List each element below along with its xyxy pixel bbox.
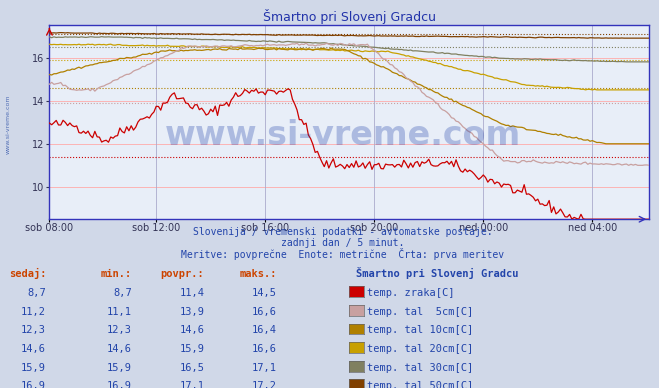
Text: temp. tal 10cm[C]: temp. tal 10cm[C] bbox=[367, 325, 473, 335]
Text: 16,9: 16,9 bbox=[107, 381, 132, 388]
Text: Meritve: povprečne  Enote: metrične  Črta: prva meritev: Meritve: povprečne Enote: metrične Črta:… bbox=[181, 248, 504, 260]
Text: temp. tal 30cm[C]: temp. tal 30cm[C] bbox=[367, 362, 473, 372]
Text: maks.:: maks.: bbox=[239, 269, 277, 279]
Title: Šmartno pri Slovenj Gradcu: Šmartno pri Slovenj Gradcu bbox=[263, 9, 436, 24]
Text: 14,6: 14,6 bbox=[107, 344, 132, 354]
Text: sedaj:: sedaj: bbox=[9, 268, 46, 279]
Text: 8,7: 8,7 bbox=[28, 288, 46, 298]
Text: 16,4: 16,4 bbox=[252, 325, 277, 335]
Text: 8,7: 8,7 bbox=[113, 288, 132, 298]
Text: zadnji dan / 5 minut.: zadnji dan / 5 minut. bbox=[281, 238, 405, 248]
Text: 17,1: 17,1 bbox=[179, 381, 204, 388]
Text: 12,3: 12,3 bbox=[107, 325, 132, 335]
Text: 14,6: 14,6 bbox=[21, 344, 46, 354]
Text: temp. tal  5cm[C]: temp. tal 5cm[C] bbox=[367, 307, 473, 317]
Text: 15,9: 15,9 bbox=[107, 362, 132, 372]
Text: 13,9: 13,9 bbox=[179, 307, 204, 317]
Text: temp. tal 20cm[C]: temp. tal 20cm[C] bbox=[367, 344, 473, 354]
Text: Šmartno pri Slovenj Gradcu: Šmartno pri Slovenj Gradcu bbox=[356, 267, 519, 279]
Text: 16,9: 16,9 bbox=[21, 381, 46, 388]
Text: 16,5: 16,5 bbox=[179, 362, 204, 372]
Text: 16,6: 16,6 bbox=[252, 344, 277, 354]
Text: 16,6: 16,6 bbox=[252, 307, 277, 317]
Text: 11,4: 11,4 bbox=[179, 288, 204, 298]
Text: min.:: min.: bbox=[101, 269, 132, 279]
Text: 17,2: 17,2 bbox=[252, 381, 277, 388]
Text: 11,2: 11,2 bbox=[21, 307, 46, 317]
Text: www.si-vreme.com: www.si-vreme.com bbox=[5, 94, 11, 154]
Text: 17,1: 17,1 bbox=[252, 362, 277, 372]
Text: 14,5: 14,5 bbox=[252, 288, 277, 298]
Text: 14,6: 14,6 bbox=[179, 325, 204, 335]
Text: povpr.:: povpr.: bbox=[161, 269, 204, 279]
Text: 15,9: 15,9 bbox=[21, 362, 46, 372]
Text: temp. zraka[C]: temp. zraka[C] bbox=[367, 288, 455, 298]
Text: www.si-vreme.com: www.si-vreme.com bbox=[165, 119, 521, 152]
Text: Slovenija / vremenski podatki - avtomatske postaje.: Slovenija / vremenski podatki - avtomats… bbox=[193, 227, 492, 237]
Text: 11,1: 11,1 bbox=[107, 307, 132, 317]
Text: temp. tal 50cm[C]: temp. tal 50cm[C] bbox=[367, 381, 473, 388]
Text: 12,3: 12,3 bbox=[21, 325, 46, 335]
Text: 15,9: 15,9 bbox=[179, 344, 204, 354]
